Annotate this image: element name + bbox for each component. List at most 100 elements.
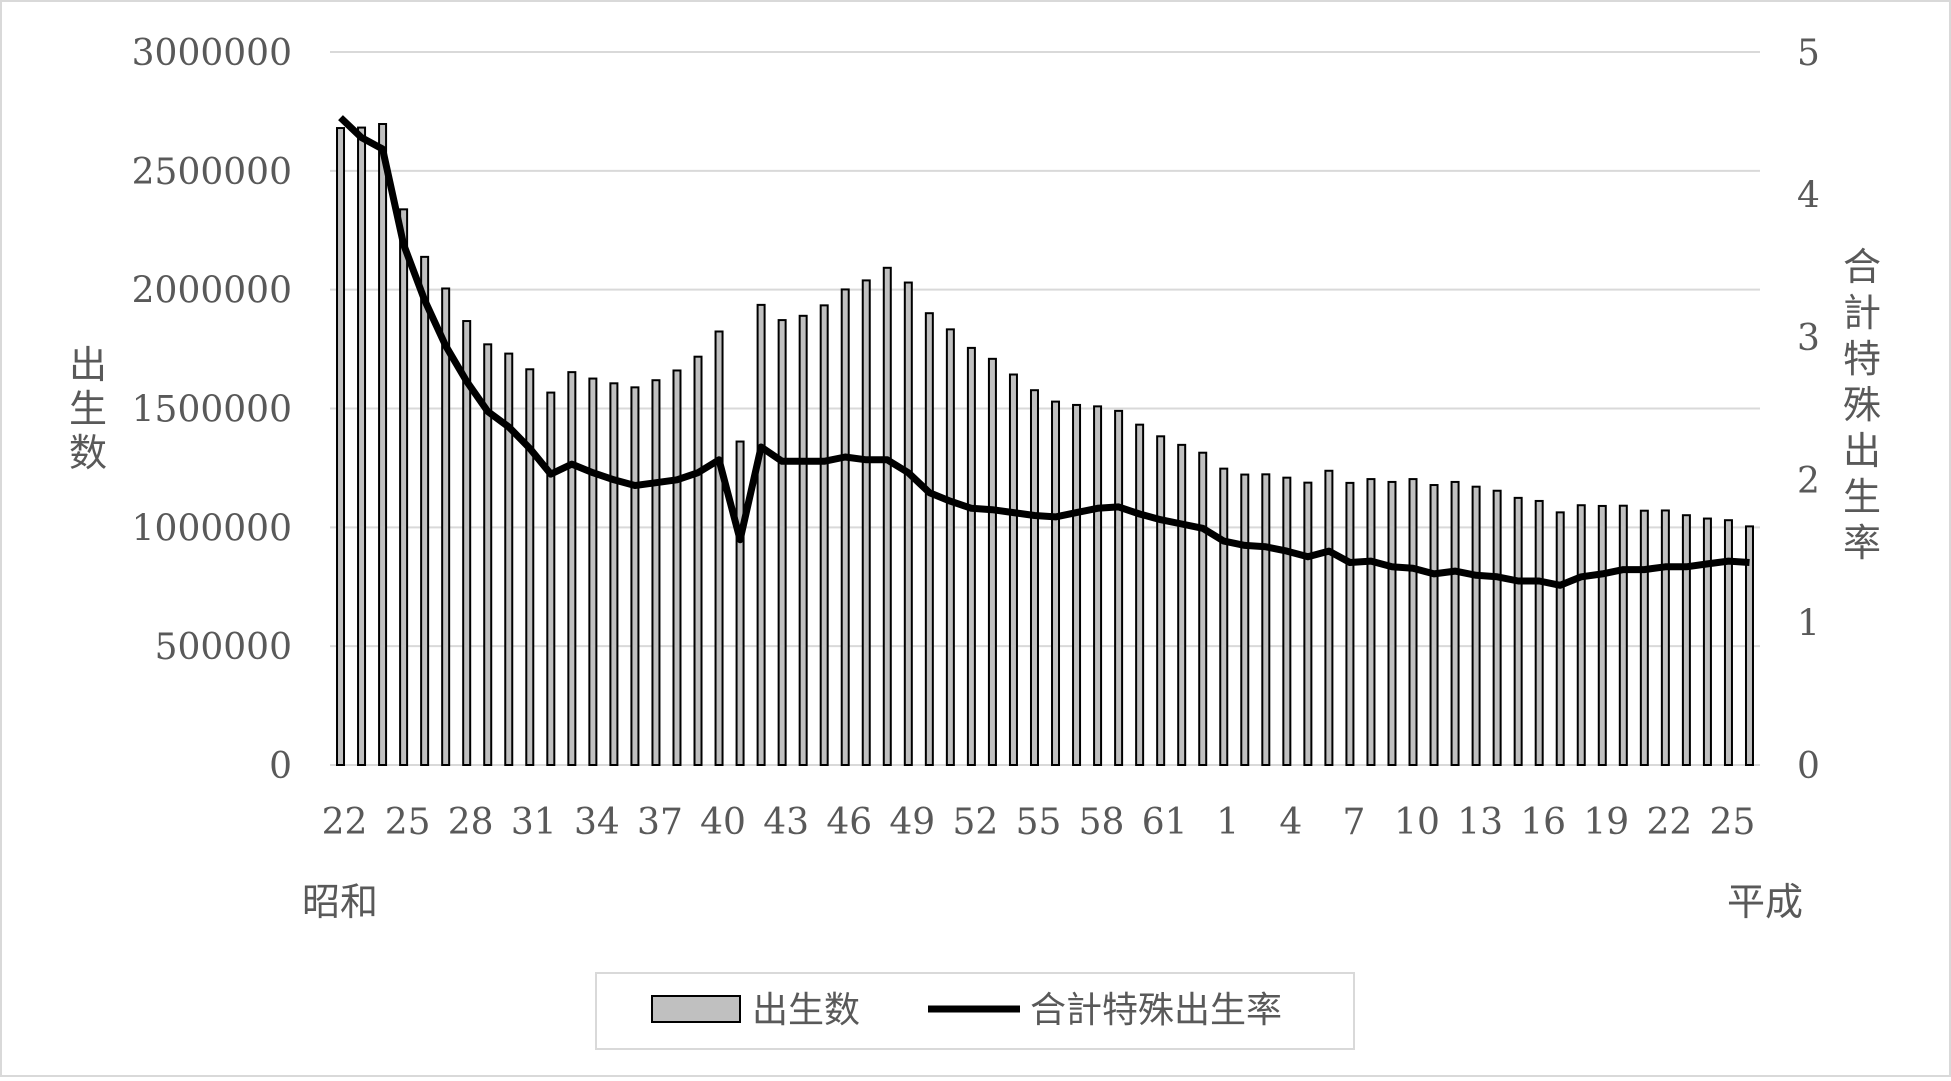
- x-tick-label: 25: [385, 802, 431, 843]
- birth-count-bar: [1702, 517, 1712, 766]
- birth-count-bar: [1177, 443, 1187, 766]
- right-axis-title-char: 率: [1843, 521, 1881, 565]
- x-tick-label: 19: [1583, 802, 1629, 843]
- birth-count-bar: [1114, 409, 1124, 766]
- birth-count-bar: [840, 288, 850, 766]
- x-tick-label: 10: [1394, 802, 1440, 843]
- left-tick-label: 1500000: [132, 390, 292, 431]
- birth-count-bar: [882, 266, 892, 766]
- birth-count-bar: [651, 379, 661, 766]
- birth-count-bar: [1576, 504, 1586, 766]
- birth-count-bar: [1303, 481, 1313, 766]
- birth-count-bar: [1429, 484, 1439, 766]
- fertility-rate-line: [338, 115, 1750, 589]
- birth-count-bar: [1261, 473, 1271, 766]
- birth-count-bar: [462, 320, 472, 766]
- birth-count-bar: [1408, 478, 1418, 766]
- birth-count-bar: [1597, 504, 1607, 766]
- birth-count-bar: [567, 371, 577, 766]
- birth-count-bar: [1660, 509, 1670, 767]
- x-tick-label: 13: [1457, 802, 1503, 843]
- birth-count-bar: [1492, 489, 1502, 766]
- birth-count-bar: [336, 127, 346, 766]
- x-tick-label: 61: [1142, 802, 1188, 843]
- birth-count-bar: [1534, 499, 1544, 766]
- x-tick-label: 55: [1016, 802, 1062, 843]
- birth-count-bar: [588, 377, 598, 766]
- birth-count-bar: [630, 386, 640, 766]
- birth-count-bar: [1072, 403, 1082, 766]
- right-axis-title-char: 生: [1843, 475, 1881, 519]
- birth-count-bar: [756, 303, 766, 766]
- x-tick-label: 43: [763, 802, 809, 843]
- right-tick-label: 0: [1797, 746, 1820, 787]
- legend-line-label: 合計特殊出生率: [1030, 990, 1282, 1031]
- x-tick-label: 28: [448, 802, 494, 843]
- birth-count-bar: [441, 287, 451, 766]
- x-tick-label: 58: [1079, 802, 1125, 843]
- birth-count-bar: [399, 208, 409, 766]
- x-tick-label: 22: [322, 802, 368, 843]
- birth-count-bar: [1156, 435, 1166, 766]
- birth-count-bar: [1744, 525, 1754, 767]
- birth-count-bar: [945, 328, 955, 766]
- right-tick-label: 2: [1797, 461, 1820, 502]
- legend-bar-swatch: [651, 995, 741, 1023]
- birth-count-bar: [1008, 373, 1018, 766]
- birth-count-bar: [693, 355, 703, 766]
- birth-count-bar: [1093, 405, 1103, 766]
- x-tick-label: 7: [1342, 802, 1365, 843]
- left-tick-label: 0: [269, 746, 292, 787]
- left-axis-title-char: 数: [69, 431, 107, 475]
- left-tick-label: 3000000: [132, 33, 292, 74]
- birth-count-bar: [1345, 481, 1355, 766]
- x-tick-label: 34: [574, 802, 620, 843]
- birth-count-bar: [819, 304, 829, 766]
- birth-count-bar: [1366, 478, 1376, 766]
- birth-count-bar: [1618, 504, 1628, 766]
- x-tick-label: 49: [889, 802, 935, 843]
- right-tick-label: 4: [1797, 176, 1820, 217]
- right-axis-title-char: 計: [1843, 291, 1881, 335]
- right-tick-label: 1: [1797, 603, 1820, 644]
- right-tick-label: 3: [1797, 318, 1820, 359]
- birth-count-bar: [861, 279, 871, 766]
- birth-count-bar: [777, 319, 787, 766]
- birth-count-bar: [1240, 473, 1250, 766]
- birth-count-bars: [336, 123, 1754, 767]
- birth-count-bar: [672, 369, 682, 766]
- birth-count-bar: [735, 440, 745, 766]
- x-tick-label: 31: [511, 802, 557, 843]
- birth-count-bar: [357, 126, 367, 766]
- legend-bar-label: 出生数: [752, 990, 860, 1031]
- birth-count-bar: [1219, 467, 1229, 766]
- right-axis-title-char: 出: [1843, 429, 1881, 473]
- era-label-showa: 昭和: [302, 880, 378, 924]
- birth-count-bar: [987, 357, 997, 766]
- birth-count-bar: [1387, 480, 1397, 766]
- birth-count-bar: [798, 314, 808, 766]
- birth-count-bar: [1282, 476, 1292, 766]
- birth-count-bar: [924, 312, 934, 766]
- right-axis-title-char: 特: [1843, 337, 1881, 381]
- birth-count-bar: [609, 382, 619, 766]
- right-axis-title-char: 殊: [1843, 383, 1881, 427]
- birth-count-bar: [1198, 451, 1208, 766]
- birth-count-bar: [546, 391, 556, 766]
- birth-count-bar: [378, 123, 388, 766]
- birth-count-bar: [714, 330, 724, 766]
- birth-count-bar: [525, 368, 535, 766]
- x-tick-label: 16: [1520, 802, 1566, 843]
- left-axis-ticks: 0 500000 1000000 1500000 2000000 2500000 30000…: [132, 33, 292, 787]
- left-axis-title-char: 出: [69, 343, 107, 387]
- right-tick-label: 5: [1797, 33, 1820, 74]
- birth-count-bar: [1555, 511, 1565, 767]
- x-tick-label: 4: [1279, 802, 1302, 843]
- right-axis-title-char: 合: [1843, 245, 1881, 289]
- left-tick-label: 2500000: [132, 152, 292, 193]
- legend: 出生数 合計特殊出生率: [595, 972, 1355, 1050]
- right-axis-ticks: 0 1 2 3 4 5: [1797, 33, 1820, 787]
- x-tick-label: 1: [1216, 802, 1239, 843]
- fertility-rate-series-line: [338, 115, 1750, 589]
